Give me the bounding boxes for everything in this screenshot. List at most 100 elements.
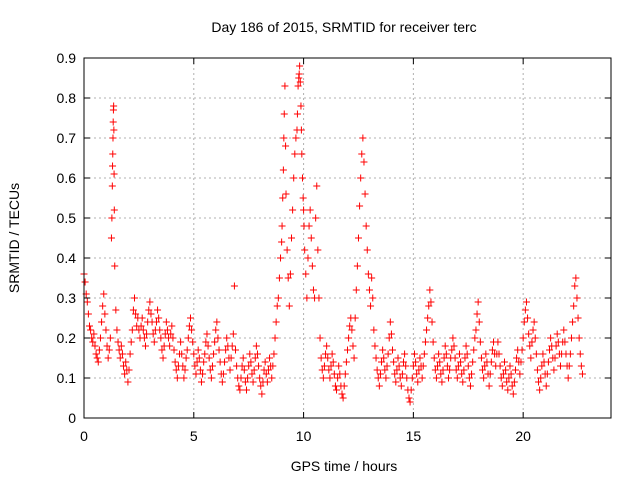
data-point	[526, 342, 534, 350]
data-point	[137, 322, 145, 330]
x-axis-label: GPS time / hours	[291, 458, 398, 474]
data-point	[542, 382, 550, 390]
data-point	[510, 378, 518, 386]
data-point	[239, 354, 247, 362]
data-point	[437, 370, 445, 378]
data-point	[395, 362, 403, 370]
data-point	[462, 342, 470, 350]
data-point	[438, 378, 446, 386]
data-point	[358, 150, 366, 158]
data-point	[341, 370, 349, 378]
data-point	[529, 326, 537, 334]
data-point	[270, 350, 278, 358]
data-point	[551, 354, 559, 362]
data-point	[405, 394, 413, 402]
data-point	[496, 362, 504, 370]
data-point	[196, 366, 204, 374]
data-point	[173, 374, 181, 382]
data-point	[399, 358, 407, 366]
chart-title: Day 186 of 2015, SRMTID for receiver ter…	[211, 19, 476, 35]
data-point	[574, 314, 582, 322]
data-point	[525, 330, 533, 338]
data-point	[441, 342, 449, 350]
data-point	[307, 234, 315, 242]
data-point	[304, 254, 312, 262]
data-point	[452, 366, 460, 374]
data-point	[297, 126, 305, 134]
data-point	[251, 354, 259, 362]
data-point	[528, 338, 536, 346]
grid-lines	[84, 58, 611, 418]
data-point	[472, 326, 480, 334]
data-point	[486, 370, 494, 378]
data-point	[450, 342, 458, 350]
data-point	[423, 326, 431, 334]
data-point	[527, 354, 535, 362]
data-point	[95, 346, 103, 354]
data-point	[306, 206, 314, 214]
data-point	[315, 294, 323, 302]
data-point	[339, 394, 347, 402]
data-point	[520, 318, 528, 326]
data-point	[185, 322, 193, 330]
data-point	[252, 342, 260, 350]
data-point	[533, 366, 541, 374]
data-point	[113, 326, 121, 334]
data-point	[188, 326, 196, 334]
data-point	[179, 362, 187, 370]
data-point	[279, 166, 287, 174]
data-point	[498, 382, 506, 390]
data-point	[253, 350, 261, 358]
data-point	[308, 262, 316, 270]
data-point	[155, 314, 163, 322]
data-point	[282, 142, 290, 150]
data-point	[361, 190, 369, 198]
data-point	[256, 374, 264, 382]
data-point	[162, 318, 170, 326]
data-point	[398, 370, 406, 378]
data-point	[219, 370, 227, 378]
data-point	[248, 370, 256, 378]
data-point	[90, 330, 98, 338]
data-point	[546, 346, 554, 354]
data-point	[290, 174, 298, 182]
data-point	[105, 346, 113, 354]
data-point	[149, 330, 157, 338]
data-point	[352, 286, 360, 294]
data-point	[189, 338, 197, 346]
data-point	[329, 358, 337, 366]
data-point	[320, 362, 328, 370]
data-point	[507, 370, 515, 378]
data-point	[428, 318, 436, 326]
data-point	[298, 174, 306, 182]
data-point	[463, 350, 471, 358]
data-point	[314, 246, 322, 254]
data-point	[385, 334, 393, 342]
data-point	[109, 118, 117, 126]
data-point	[154, 306, 162, 314]
data-point	[203, 330, 211, 338]
data-point	[354, 234, 362, 242]
data-point	[170, 346, 178, 354]
data-point	[168, 322, 176, 330]
data-point	[460, 366, 468, 374]
data-point	[166, 342, 174, 350]
data-point	[421, 338, 429, 346]
data-point	[262, 370, 270, 378]
data-point	[479, 366, 487, 374]
data-point	[477, 354, 485, 362]
data-point	[550, 366, 558, 374]
data-point	[237, 374, 245, 382]
data-point	[293, 110, 301, 118]
data-point	[312, 214, 320, 222]
data-point	[464, 362, 472, 370]
data-point	[575, 334, 583, 342]
data-point	[124, 378, 132, 386]
data-point	[457, 358, 465, 366]
data-point	[110, 126, 118, 134]
data-point	[218, 378, 226, 386]
data-point	[357, 174, 365, 182]
data-point	[172, 366, 180, 374]
data-point	[108, 182, 116, 190]
data-point	[390, 358, 398, 366]
